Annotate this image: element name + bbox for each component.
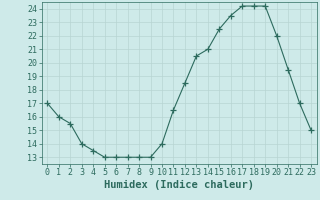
X-axis label: Humidex (Indice chaleur): Humidex (Indice chaleur) <box>104 180 254 190</box>
